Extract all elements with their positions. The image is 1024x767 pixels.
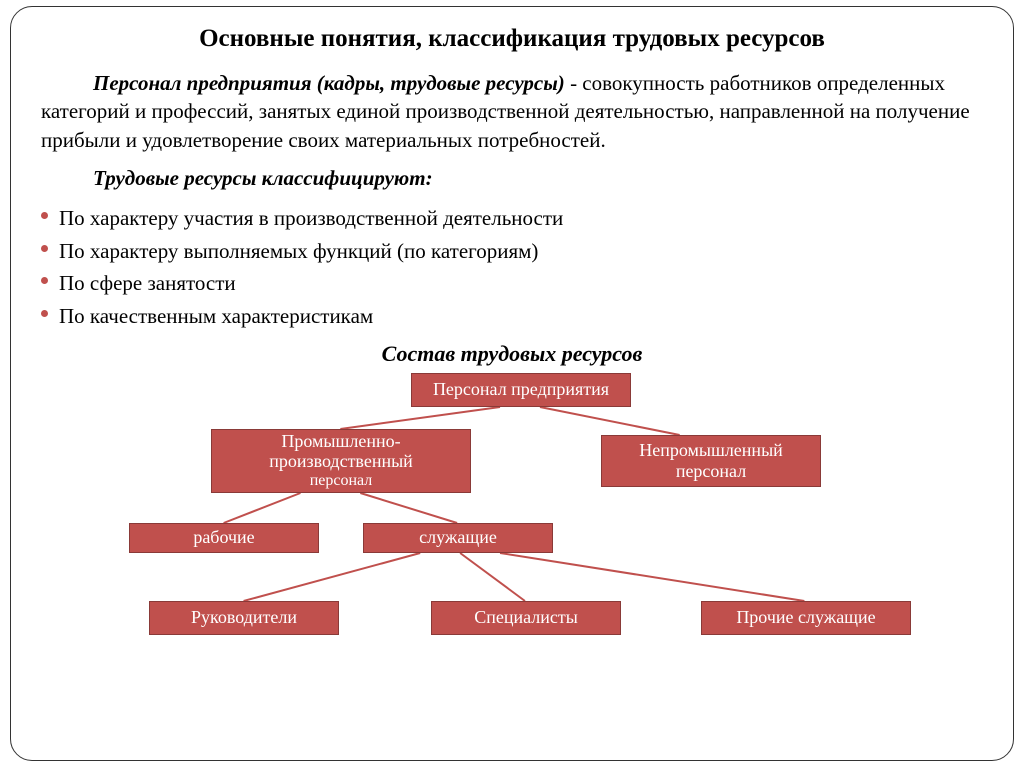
list-item: По качественным характеристикам <box>41 300 983 333</box>
bullet-list: По характеру участия в производственной … <box>41 202 983 332</box>
node-employees: служащие <box>363 523 553 553</box>
node-workers: рабочие <box>129 523 319 553</box>
node-other-employees: Прочие служащие <box>701 601 911 635</box>
classification-heading: Трудовые ресурсы классифицируют: <box>41 164 983 192</box>
slide-frame: Основные понятия, классификация трудовых… <box>10 6 1014 761</box>
list-item: По характеру участия в производственной … <box>41 202 983 235</box>
diagram-subheading: Состав трудовых ресурсов <box>41 341 983 367</box>
node-nonindustrial-personnel: Непромышленный персонал <box>601 435 821 487</box>
node-managers: Руководители <box>149 601 339 635</box>
list-item: По характеру выполняемых функций (по кат… <box>41 235 983 268</box>
bullet-icon <box>41 212 48 219</box>
node-specialists: Специалисты <box>431 601 621 635</box>
node-root: Персонал предприятия <box>411 373 631 407</box>
paragraph-definition: Персонал предприятия (кадры, трудовые ре… <box>41 69 983 154</box>
bullet-icon <box>41 245 48 252</box>
bullet-icon <box>41 310 48 317</box>
node-industrial-personnel: Промышленно- производственный персонал <box>211 429 471 493</box>
bullet-icon <box>41 277 48 284</box>
list-item: По сфере занятости <box>41 267 983 300</box>
org-tree-diagram: Персонал предприятия Промышленно- произв… <box>41 373 983 703</box>
term-lead: Персонал предприятия (кадры, трудовые ре… <box>93 71 565 95</box>
slide-title: Основные понятия, классификация трудовых… <box>41 25 983 53</box>
